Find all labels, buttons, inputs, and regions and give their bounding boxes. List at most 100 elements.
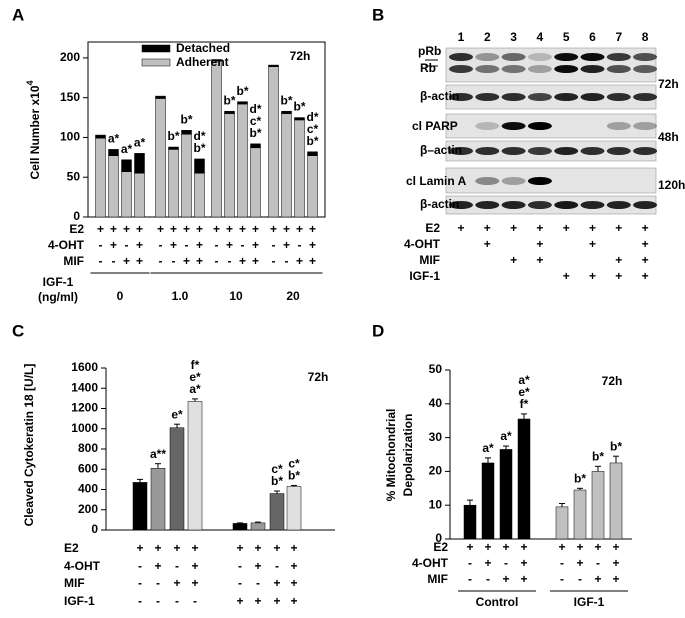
treatment-sign: + bbox=[123, 254, 130, 268]
treatment-name: 4-OHT bbox=[412, 556, 449, 570]
group-title: (ng/ml) bbox=[38, 290, 78, 304]
treatment-sign: + bbox=[589, 237, 596, 251]
y-tick-label: 1200 bbox=[71, 401, 98, 415]
bar bbox=[132, 482, 148, 531]
lane-number: 8 bbox=[642, 30, 649, 44]
bar-label: b* bbox=[271, 474, 283, 488]
treatment-sign: + bbox=[510, 253, 517, 267]
treatment-sign: + bbox=[157, 222, 164, 236]
treatment-sign: - bbox=[215, 254, 219, 268]
treatment-sign: + bbox=[563, 221, 570, 235]
bar-label: b* bbox=[224, 93, 236, 107]
treatment-sign: + bbox=[466, 540, 473, 554]
error-bar bbox=[595, 465, 601, 472]
blot-band bbox=[606, 147, 631, 155]
error-bar bbox=[485, 457, 491, 463]
blot-strip bbox=[445, 47, 657, 83]
treatment-sign: + bbox=[196, 238, 203, 252]
bar bbox=[150, 467, 166, 531]
bar-segment bbox=[211, 60, 222, 218]
treatment-sign: + bbox=[290, 559, 297, 573]
blot-band bbox=[606, 65, 631, 73]
blot-band bbox=[501, 65, 526, 73]
blot-band bbox=[475, 177, 500, 185]
treatment-name: IGF-1 bbox=[64, 594, 95, 608]
bar-label: d* bbox=[307, 110, 319, 124]
treatment-sign: - bbox=[298, 238, 302, 252]
bar-segment bbox=[294, 119, 305, 218]
blot-band bbox=[475, 65, 500, 73]
y-tick-label: 1600 bbox=[71, 360, 98, 374]
bar bbox=[573, 489, 587, 540]
treatment-sign: - bbox=[256, 576, 260, 590]
error-bar bbox=[237, 522, 243, 524]
treatment-sign: - bbox=[486, 572, 490, 586]
treatment-sign: + bbox=[273, 576, 280, 590]
treatment-sign: + bbox=[173, 541, 180, 555]
y-axis-label: % Mitochondrial bbox=[384, 409, 398, 502]
treatment-sign: - bbox=[172, 254, 176, 268]
treatment-sign: + bbox=[484, 540, 491, 554]
treatment-sign: - bbox=[159, 238, 163, 252]
y-tick-label: 0 bbox=[435, 531, 442, 545]
treatment-sign: + bbox=[612, 572, 619, 586]
blot-band bbox=[554, 201, 579, 209]
bar-segment bbox=[181, 130, 192, 135]
bar bbox=[232, 523, 248, 531]
treatment-sign: + bbox=[254, 594, 261, 608]
treatment-sign: - bbox=[272, 238, 276, 252]
blot-band bbox=[501, 147, 526, 155]
error-bar bbox=[255, 521, 261, 523]
treatment-sign: + bbox=[615, 221, 622, 235]
y-axis-label-text: Cleaved Cytokeratin 18 [U/L] bbox=[22, 364, 36, 527]
bar-label: b* bbox=[574, 471, 586, 485]
treatment-name: 4-OHT bbox=[48, 238, 85, 252]
blot-band bbox=[501, 177, 526, 185]
treatment-name: 4-OHT bbox=[404, 237, 441, 251]
bar-label: e* bbox=[171, 407, 183, 421]
error-bar bbox=[291, 484, 297, 487]
y-tick-label: 200 bbox=[78, 502, 98, 516]
treatment-sign: + bbox=[270, 222, 277, 236]
treatment-sign: + bbox=[642, 253, 649, 267]
group-label: IGF-1 bbox=[574, 595, 605, 609]
blot-band bbox=[633, 53, 658, 61]
bar-label: b* bbox=[194, 141, 206, 155]
blot-band bbox=[554, 147, 579, 155]
bar-label: a* bbox=[482, 441, 494, 455]
blot-label: β–actin bbox=[420, 143, 462, 157]
blot-band bbox=[527, 53, 552, 61]
error-bar bbox=[192, 398, 198, 402]
error-bar bbox=[137, 478, 143, 483]
treatment-sign: - bbox=[275, 559, 279, 573]
treatment-sign: - bbox=[159, 254, 163, 268]
group-label: 0 bbox=[117, 289, 124, 303]
bar-segment bbox=[168, 146, 179, 150]
treatment-name: 4-OHT bbox=[64, 559, 101, 573]
treatment-sign: + bbox=[484, 237, 491, 251]
bar-segment bbox=[224, 113, 235, 218]
time-label: 72h bbox=[290, 49, 311, 63]
treatment-sign: + bbox=[283, 222, 290, 236]
y-tick-label: 0 bbox=[91, 522, 98, 536]
blot-band bbox=[606, 122, 631, 130]
treatment-sign: + bbox=[558, 540, 565, 554]
treatment-sign: + bbox=[252, 254, 259, 268]
bar bbox=[591, 471, 605, 540]
bar-segment bbox=[211, 59, 222, 62]
panel-letter: D bbox=[372, 321, 384, 340]
treatment-sign: + bbox=[290, 541, 297, 555]
treatment-sign: + bbox=[254, 559, 261, 573]
blot-band bbox=[580, 65, 605, 73]
treatment-name: E2 bbox=[433, 540, 448, 554]
treatment-sign: + bbox=[136, 541, 143, 555]
treatment-sign: + bbox=[97, 222, 104, 236]
panel-letter: A bbox=[12, 5, 24, 24]
treatment-sign: - bbox=[215, 238, 219, 252]
y-axis-label: Depolarization bbox=[401, 414, 415, 497]
bar-segment bbox=[194, 173, 205, 218]
legend-swatch bbox=[141, 58, 171, 67]
treatment-name: IGF-1 bbox=[409, 269, 440, 283]
bar bbox=[463, 504, 477, 540]
treatment-sign: - bbox=[596, 556, 600, 570]
